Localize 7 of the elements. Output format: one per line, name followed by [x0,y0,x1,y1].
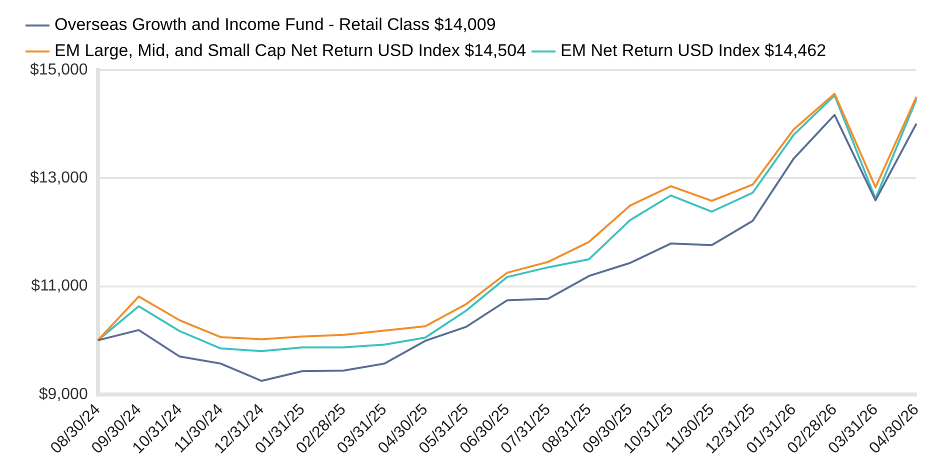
y-tick-label: $13,000 [30,170,88,187]
legend-label: Overseas Growth and Income Fund - Retail Class $14,009 [54,15,496,34]
legend-label: EM Large, Mid, and Small Cap Net Return USD Index $14,504 [54,41,526,60]
legend-label: EM Net Return USD Index $14,462 [560,41,826,60]
y-tick-label: $15,000 [30,61,88,78]
y-tick-label: $11,000 [31,278,88,295]
y-tick-label: $9,000 [38,386,88,403]
